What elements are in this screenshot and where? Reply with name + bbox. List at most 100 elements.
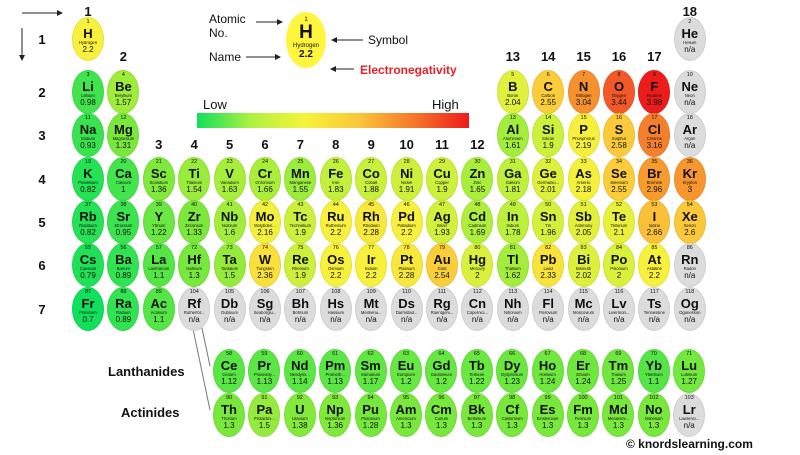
element-cell: 5 B Boron 2.04 [496,70,529,114]
electronegativity-value: 2.01 [540,184,556,194]
element-cell: 111 Rg Roentgeni... n/a [426,287,458,331]
element-cell: 71 Lu Lutetium 1.27 [673,349,706,393]
element-cell: 60 Nd Neodymi... 1.14 [283,349,316,393]
element-name: Livermori... [608,310,630,315]
element-cell: 39 Y Yttrium 1.22 [142,200,175,244]
element-cell: 18 Ar Argon n/a [673,113,706,157]
atomic-number: 31 [509,159,516,165]
element-cell: 58 Ce Cerium 1.12 [213,349,245,393]
atomic-number: 51 [580,202,587,208]
electronegativity-value: 2.33 [540,270,556,280]
element-name: Gadolinium [430,372,452,377]
electronegativity-value: 1.25 [610,376,627,386]
element-symbol: Ce [220,357,238,373]
atomic-number: 55 [84,245,92,251]
element-symbol: U [295,401,305,417]
element-symbol: He [681,25,699,41]
element-cell: 65 Tb Terbium 1.22 [460,349,493,393]
element-cell: 14 Si Silicon 1.9 [532,113,565,157]
electronegativity-value: n/a [224,314,236,324]
legend-example-element: 1 H Hydrogen 2.2 [286,12,326,68]
element-symbol: Te [611,208,627,224]
atomic-number: 102 [649,395,659,401]
electronegativity-value: 1.5 [224,270,236,280]
atomic-number: 15 [580,115,587,121]
atomic-number: 45 [368,202,375,208]
electronegativity-value: 1.55 [292,184,309,194]
electronegativity-value: 2.55 [540,97,556,107]
atomic-number: 19 [84,159,92,165]
element-cell: 7 N Nitrogen 3.04 [567,70,600,114]
element-name: Boron [507,93,519,98]
atomic-number: 49 [509,202,516,208]
element-cell: 69 Tm Thulium 1.25 [602,349,635,393]
element-symbol: Cu [433,165,451,181]
atomic-number: 82 [545,245,552,251]
element-name: Tennessine [643,310,665,315]
element-symbol: Fr [81,295,95,311]
element-name: Potassium [78,180,98,185]
atomic-number: 115 [579,289,588,295]
electronegativity-value: 2.16 [257,227,273,237]
element-cell: 79 Au Gold 2.54 [426,243,458,287]
element-symbol: P [579,121,588,137]
electronegativity-value: 2.28 [363,227,379,237]
legend-high-label: High [432,97,459,112]
element-name: Prometh... [325,372,345,377]
element-name: Sodium [80,136,96,141]
element-symbol: Ar [682,121,698,137]
element-name: Phosphorus [572,136,595,141]
electronegativity-value: 1.54 [186,184,202,194]
element-name: Rutherfor... [183,310,205,315]
electronegativity-value: 2.6 [684,227,696,237]
electronegativity-value: 2 [616,270,622,280]
electronegativity-value: 1.6 [224,227,236,237]
atomic-number: 12 [120,115,127,121]
atomic-number: 21 [155,159,162,165]
atomic-number: 90 [225,395,233,401]
element-symbol: N [578,78,589,94]
element-cell: 102 No Nobelium 1.3 [637,393,670,437]
element-name: Fluorine [646,93,662,98]
element-name: Einsteinium [536,416,559,421]
element-symbol: Cf [505,401,520,417]
atomic-number: 68 [579,351,587,357]
element-cell: 19 K Potassium 0.82 [72,157,104,201]
element-cell: 114 Fl Flerovium n/a [532,287,565,331]
element-name: Silver [436,223,448,228]
element-symbol: Hg [468,251,487,267]
electronegativity-value: 1.36 [327,420,343,430]
element-name: Magnesium [112,136,135,141]
electronegativity-value: 2.36 [257,270,273,280]
atomic-number: 98 [509,395,516,401]
element-cell: 101 Md Mendelev... 1.3 [602,393,635,437]
element-symbol: Pr [257,357,272,373]
element-symbol: Bk [468,401,486,417]
element-cell: 45 Rh Rhodium 2.28 [355,200,388,244]
element-cell: 3 Li Lithium 0.98 [72,70,104,114]
element-cell: 63 Eu Europium 1.2 [390,349,422,393]
element-cell: 74 W Tungsten 2.36 [249,243,281,287]
atomic-number: 44 [332,202,339,208]
legend-low-label: Low [203,97,227,112]
atomic-number: 64 [438,351,445,357]
element-cell: 57 La Lanthanum 1.1 [142,243,175,287]
element-cell: 59 Pr Praseody... 1.13 [248,349,281,393]
element-symbol: Cl [647,121,661,137]
element-symbol: Yb [645,357,663,373]
element-name: Lutetium [681,372,698,377]
element-symbol: Tc [293,208,308,224]
element-name: Thorium [221,416,237,421]
element-cell: 15 P Phosphorus 2.19 [567,113,600,157]
element-cell: 43 Tc Technetium 1.9 [284,200,317,244]
element-name: Nitrogen [575,93,592,98]
element-cell: 78 Pt Platinum 2.28 [390,243,423,287]
element-cell: 90 Th Thorium 1.3 [213,393,245,437]
element-name: Tantalum [221,266,239,271]
element-cell: 84 Po Polonium 2 [603,243,635,287]
element-cell: 81 Tl Thallium 1.62 [496,243,529,287]
element-name: Ruthenium [325,223,346,228]
element-symbol: Pd [398,208,415,224]
atomic-number: 1 [86,19,90,25]
element-cell: 108 Hs Hassium n/a [319,287,352,331]
